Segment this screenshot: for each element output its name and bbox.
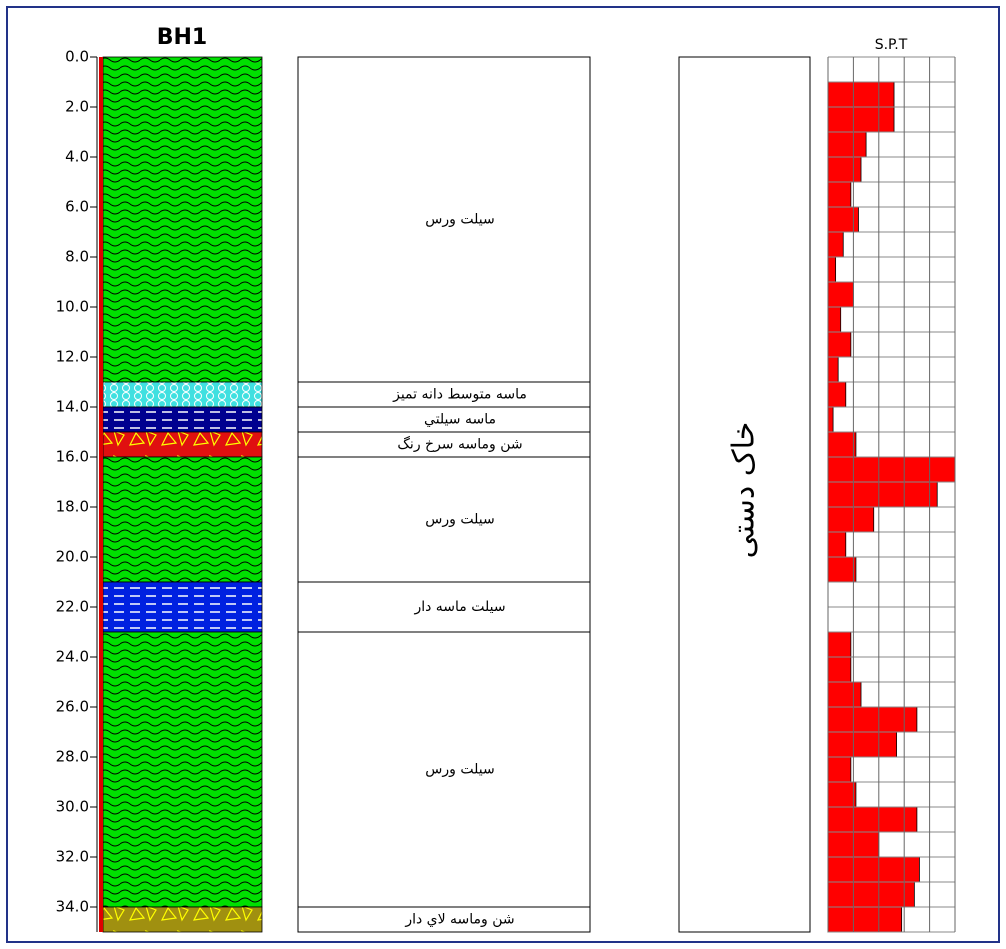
layer-label: ماسه متوسط دانه تميز: [392, 387, 527, 403]
layer-label: سيلت ماسه دار: [413, 599, 505, 615]
y-tick-label: 30.0: [56, 798, 89, 816]
spt-bar: [827, 706, 918, 733]
spt-bar: [827, 681, 862, 708]
spt-bar: [827, 731, 897, 758]
chart-title: BH1: [157, 25, 208, 50]
spt-bar: [827, 181, 852, 208]
spt-bar: [827, 81, 895, 108]
spt-bar: [827, 531, 847, 558]
layer-pattern: [102, 406, 263, 433]
description-box: [297, 56, 591, 933]
spt-bar: [827, 631, 852, 658]
spt-bar: [827, 331, 852, 358]
spt-title: S.P.T: [875, 37, 908, 53]
spt-bar: [827, 781, 857, 808]
spt-bar: [827, 306, 842, 333]
y-tick-label: 12.0: [56, 348, 89, 366]
y-tick-label: 22.0: [56, 598, 89, 616]
spt-bar: [827, 131, 867, 158]
note: خاک دستی: [727, 422, 762, 559]
spt-bar: [827, 881, 915, 908]
spt-bar: [827, 156, 862, 183]
spt-bar: [827, 456, 956, 483]
spt-bar: [827, 756, 852, 783]
y-tick-label: 0.0: [65, 48, 89, 66]
layer-label: سيلت ورس: [425, 512, 494, 528]
spt-bar: [827, 356, 839, 383]
y-tick-label: 28.0: [56, 748, 89, 766]
spt-bar: [827, 481, 938, 508]
frame: [6, 6, 1000, 943]
y-tick-label: 2.0: [65, 98, 89, 116]
layer-pattern: [102, 381, 263, 408]
layer-label: شن وماسه سرخ رنگ: [397, 436, 522, 453]
spt-bar: [827, 256, 837, 283]
note-box: [678, 56, 811, 933]
layer-pattern: [102, 56, 263, 383]
spt-bar: [827, 231, 844, 258]
y-tick-label: 26.0: [56, 698, 89, 716]
spt-bar: [827, 406, 834, 433]
y-tick-label: 16.0: [56, 448, 89, 466]
layer-label: ماسه سيلتي: [424, 412, 496, 428]
spt-bar: [827, 206, 859, 233]
spt-bar: [827, 656, 852, 683]
layer-pattern: [102, 431, 263, 458]
layer-label: سيلت ورس: [425, 762, 494, 778]
spt-bar: [827, 806, 918, 833]
spt-bar: [827, 856, 920, 883]
y-tick-label: 8.0: [65, 248, 89, 266]
layer-pattern: [102, 906, 263, 933]
y-tick-label: 4.0: [65, 148, 89, 166]
spt-bar: [827, 906, 903, 933]
y-tick-label: 14.0: [56, 398, 89, 416]
y-tick-label: 24.0: [56, 648, 89, 666]
layer-pattern: [102, 631, 263, 908]
y-tick-label: 32.0: [56, 848, 89, 866]
spt-bar: [827, 381, 847, 408]
layer-pattern: [102, 581, 263, 633]
casing-line: [99, 57, 103, 932]
spt-bar: [827, 281, 854, 308]
spt-bar: [827, 106, 895, 133]
y-tick-label: 18.0: [56, 498, 89, 516]
y-tick-label: 10.0: [56, 298, 89, 316]
y-tick-label: 6.0: [65, 198, 89, 216]
layer-label: شن وماسه لاي دار: [404, 912, 514, 928]
layer-pattern: [102, 456, 263, 583]
y-tick-label: 34.0: [56, 898, 89, 916]
spt-bar: [827, 556, 857, 583]
y-tick-label: 20.0: [56, 548, 89, 566]
spt-bar: [827, 506, 875, 533]
spt-bar: [827, 431, 857, 458]
layer-label: سيلت ورس: [425, 212, 494, 228]
